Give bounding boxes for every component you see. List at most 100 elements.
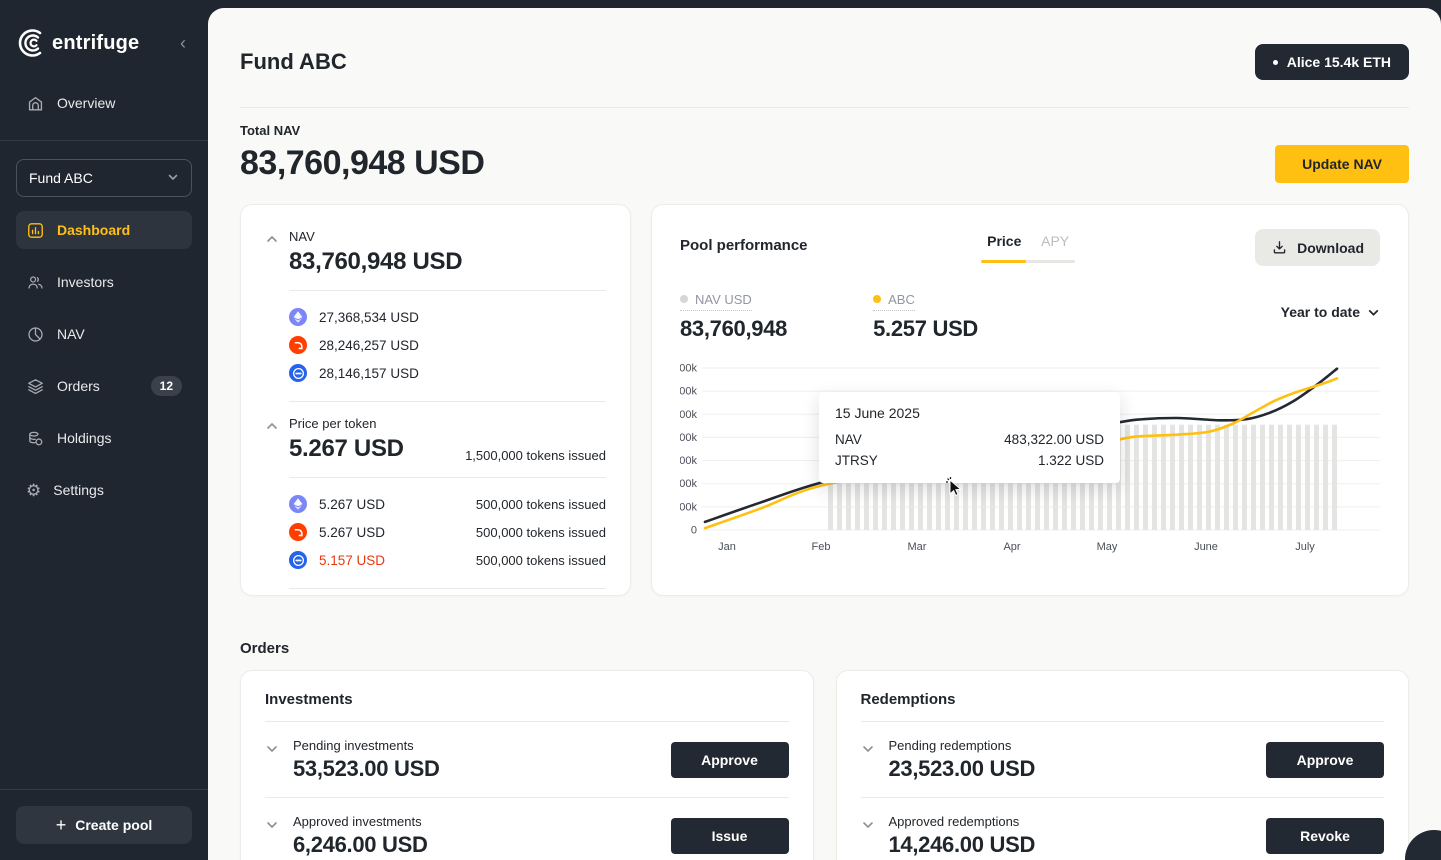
- tooltip-label: NAV: [835, 431, 862, 447]
- approve-investments-button[interactable]: Approve: [670, 742, 789, 778]
- chevron-up-icon[interactable]: [265, 232, 279, 276]
- sidebar-item-orders[interactable]: Orders 12: [16, 367, 192, 405]
- nav-asset-value: 27,368,534 USD: [319, 309, 419, 325]
- order-amount: 14,246.00 USD: [888, 832, 1036, 857]
- order-label: Approved investments: [293, 814, 422, 829]
- order-info: Pending redemptions 23,523.00 USD: [889, 738, 1036, 782]
- total-nav-label: Total NAV: [240, 123, 301, 138]
- divider: [289, 588, 606, 589]
- logo-row: entrifuge ‹: [0, 0, 208, 60]
- order-amount: 53,523.00 USD: [293, 756, 440, 781]
- sidebar-item-label: Investors: [57, 274, 114, 290]
- svg-text:700k: 700k: [680, 362, 697, 374]
- order-info: Approved investments 6,246.00 USD: [293, 814, 428, 858]
- tab-price[interactable]: Price: [987, 233, 1022, 249]
- chevron-down-icon[interactable]: [861, 742, 875, 761]
- chevron-down-icon[interactable]: [265, 742, 279, 761]
- chevron-down-icon[interactable]: [265, 818, 279, 837]
- price-section: Price per token 5.267 USD 1,500,000 toke…: [289, 416, 606, 463]
- download-button[interactable]: Download: [1255, 229, 1380, 266]
- performance-title: Pool performance: [680, 237, 808, 254]
- nav-section: NAV 83,760,948 USD: [289, 229, 463, 276]
- chevron-up-icon[interactable]: [265, 419, 279, 463]
- sidebar: entrifuge ‹ Overview Fund ABC Dashboard …: [0, 0, 208, 860]
- legend-nav-usd-value: 83,760,948: [680, 315, 788, 341]
- collapse-sidebar-icon[interactable]: ‹: [180, 33, 186, 53]
- nav-section-head: NAV 83,760,948 USD: [265, 229, 606, 276]
- pool-select-value: Fund ABC: [29, 170, 93, 186]
- approve-redemptions-button[interactable]: Approve: [1266, 742, 1384, 778]
- wallet-label: Alice 15.4k ETH: [1286, 54, 1391, 70]
- sidebar-item-label: Settings: [53, 482, 104, 498]
- tooltip-value: 483,322.00 USD: [1004, 431, 1104, 447]
- tokens-issued: 500,000 tokens issued: [475, 524, 606, 540]
- svg-text:600k: 600k: [680, 385, 697, 397]
- issue-button[interactable]: Issue: [670, 818, 789, 854]
- sidebar-divider: [0, 140, 208, 141]
- sidebar-item-settings[interactable]: ⚙ Settings: [16, 471, 192, 509]
- divider: [289, 477, 606, 478]
- centrifuge-logo: entrifuge: [16, 26, 139, 60]
- wallet-badge[interactable]: Alice 15.4k ETH: [1254, 44, 1409, 80]
- tokens-issued: 500,000 tokens issued: [475, 496, 606, 512]
- create-pool-label: Create pool: [75, 817, 153, 833]
- svg-text:Apr: Apr: [1003, 541, 1020, 553]
- sidebar-bottom: + Create pool: [0, 789, 208, 844]
- sidebar-item-overview[interactable]: Overview: [16, 84, 192, 122]
- plume-network-icon: [289, 336, 307, 354]
- tooltip-date: 15 June 2025: [835, 404, 920, 421]
- create-pool-button[interactable]: + Create pool: [16, 806, 192, 844]
- date-range-select[interactable]: Year to date: [1281, 304, 1380, 320]
- tab-apy[interactable]: APY: [1041, 233, 1070, 249]
- sidebar-item-label: Holdings: [57, 430, 112, 446]
- legend-abc: ABC 5.257 USD: [873, 290, 978, 342]
- pie-chart-icon: [26, 325, 45, 344]
- pending-investments-row: Pending investments 53,523.00 USD Approv…: [265, 722, 789, 797]
- svg-text:400k: 400k: [680, 431, 697, 443]
- divider: [289, 401, 606, 402]
- gray-dot-icon: [680, 295, 688, 303]
- sidebar-item-holdings[interactable]: Holdings: [16, 419, 192, 457]
- tokens-issued-total: 1,500,000 tokens issued: [465, 448, 606, 463]
- chevron-down-icon[interactable]: [861, 818, 875, 837]
- sidebar-divider: [0, 789, 208, 790]
- legend-nav-usd-label[interactable]: NAV USD: [680, 292, 752, 311]
- update-nav-button[interactable]: Update NAV: [1275, 145, 1409, 183]
- tooltip-label: JTRSY: [835, 452, 878, 468]
- legend-abc-label[interactable]: ABC: [873, 292, 915, 311]
- orders-section-title: Orders: [240, 640, 290, 657]
- centrifuge-mark-icon: [18, 29, 42, 57]
- legend-label-text: ABC: [888, 291, 915, 307]
- sidebar-item-label: Dashboard: [57, 222, 131, 238]
- header-divider: [240, 107, 1409, 108]
- approved-investments-row: Approved investments 6,246.00 USD Issue: [265, 798, 789, 860]
- date-range-label: Year to date: [1280, 304, 1360, 320]
- layers-icon: [26, 377, 45, 396]
- approved-redemptions-row: Approved redemptions 14,246.00 USD Revok…: [861, 798, 1384, 860]
- svg-text:Mar: Mar: [908, 541, 927, 553]
- gear-icon: ⚙: [26, 480, 42, 500]
- order-label: Pending investments: [293, 738, 414, 753]
- chevron-down-icon: [167, 170, 179, 186]
- tab-indicator-track: [981, 260, 1076, 263]
- nav-asset-row: 27,368,534 USD: [265, 303, 606, 331]
- sidebar-item-dashboard[interactable]: Dashboard: [16, 211, 192, 249]
- sidebar-item-nav[interactable]: NAV: [16, 315, 192, 353]
- revoke-button[interactable]: Revoke: [1266, 818, 1384, 854]
- divider: [265, 797, 789, 798]
- pool-select[interactable]: Fund ABC: [16, 159, 192, 197]
- download-icon: [1271, 239, 1288, 256]
- price-section-head: Price per token 5.267 USD 1,500,000 toke…: [265, 416, 606, 463]
- base-network-icon: [289, 551, 307, 569]
- redemptions-card: Redemptions Pending redemptions 23,523.0…: [835, 670, 1409, 860]
- sidebar-item-investors[interactable]: Investors: [16, 263, 192, 301]
- sidebar-nav: Dashboard Investors NAV Orders 12 Hold: [0, 211, 208, 509]
- tooltip-row: NAV 483,322.00 USD: [835, 429, 1104, 450]
- order-amount: 6,246.00 USD: [293, 832, 428, 857]
- investments-card: Investments Pending investments 53,523.0…: [240, 670, 814, 860]
- svg-text:0: 0: [691, 524, 697, 536]
- sidebar-item-label: Orders: [57, 378, 100, 394]
- divider: [289, 290, 606, 291]
- main-content: Fund ABC Alice 15.4k ETH Total NAV 83,76…: [208, 8, 1441, 860]
- wallet-dot-icon: [1272, 59, 1278, 65]
